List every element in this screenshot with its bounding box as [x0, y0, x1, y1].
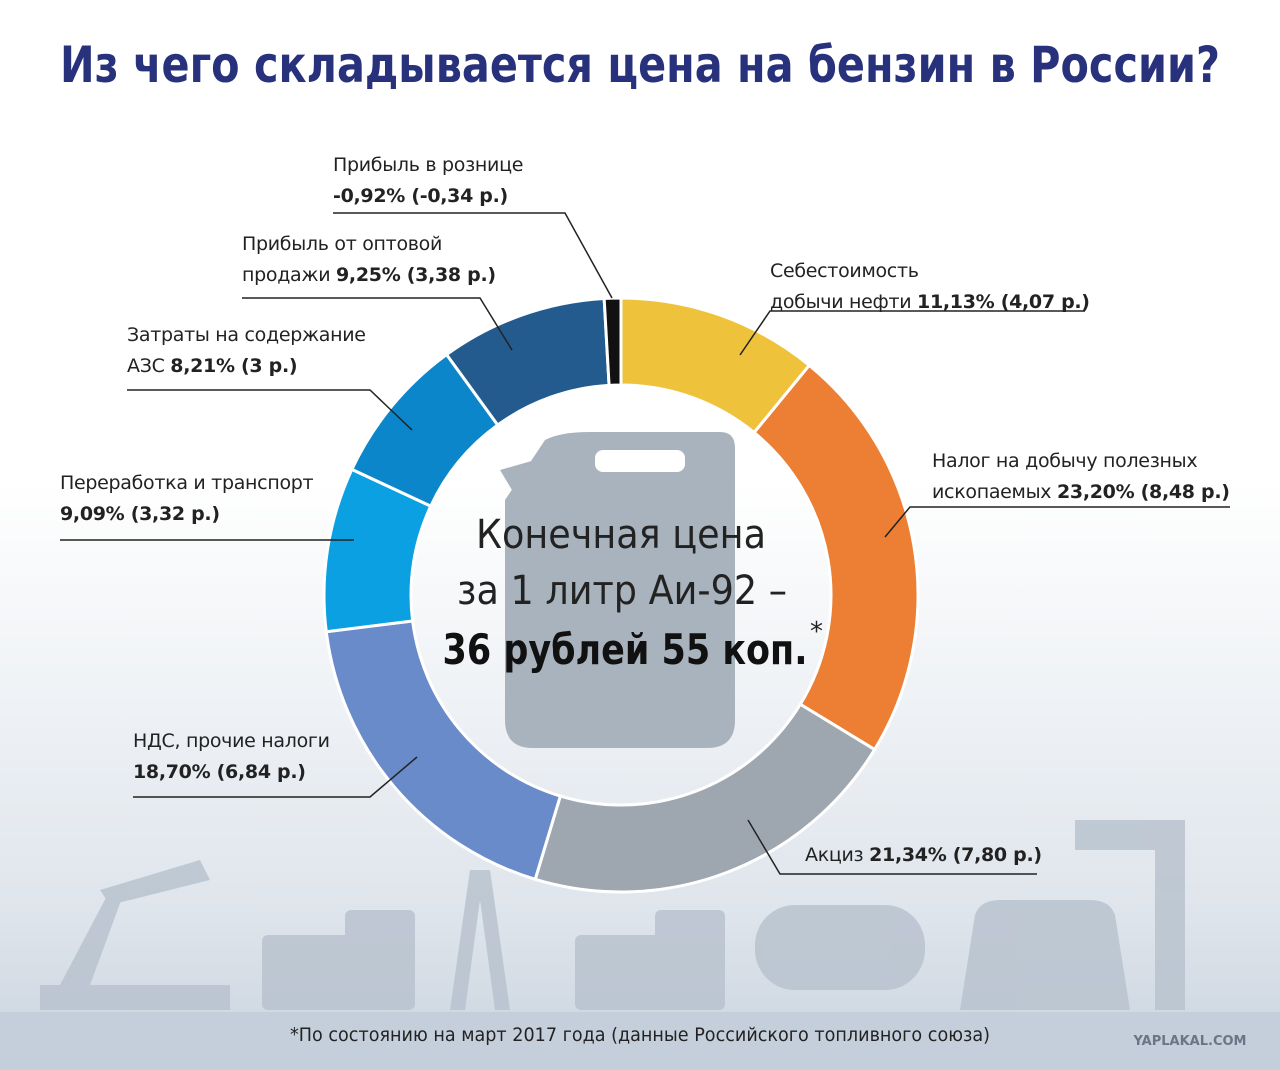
percent-label: 11,13% — [917, 291, 995, 313]
percent-label: 21,34% — [869, 844, 947, 866]
category-label: Затраты на содержание АЗС — [127, 324, 366, 377]
leader-line — [333, 212, 613, 299]
leader-line — [242, 297, 513, 351]
donut-slice — [602, 296, 623, 387]
asterisk: * — [810, 617, 823, 647]
category-label: Прибыль от оптовой продажи — [242, 233, 443, 286]
canister-icon — [500, 432, 735, 748]
leader-line — [747, 819, 1037, 875]
rub-label: (8,48 р.) — [1140, 481, 1230, 503]
rub-label: (3,32 р.) — [130, 503, 220, 525]
rub-label: (6,84 р.) — [216, 761, 306, 783]
rub-label: (3,38 р.) — [406, 264, 496, 286]
rub-label: (4,07 р.) — [1000, 291, 1090, 313]
slice-label: Налог на добычу полезных ископаемых 23,2… — [932, 446, 1230, 508]
category-label: Акциз — [805, 844, 864, 866]
footnote: *По состоянию на март 2017 года (данные … — [290, 1024, 990, 1046]
footer-band — [0, 1012, 1280, 1070]
center-price: 36 рублей 55 коп. — [443, 625, 808, 674]
rub-label: (3 р.) — [241, 355, 298, 377]
percent-label: 18,70% — [133, 761, 211, 783]
category-label: Себестоимость добычи нефти — [770, 260, 919, 313]
rub-label: (-0,34 р.) — [411, 185, 508, 207]
donut — [322, 296, 920, 894]
canister-handle — [595, 450, 685, 472]
category-label: Переработка и транспорт — [60, 472, 314, 494]
leader-line — [133, 756, 418, 798]
percent-label: 8,21% — [170, 355, 235, 377]
leader-line — [884, 506, 1230, 538]
background-silhouettes — [40, 820, 1185, 1010]
watermark: YAPLAKAL.COM — [1133, 1034, 1247, 1049]
percent-label: 9,09% — [60, 503, 125, 525]
percent-label: -0,92% — [333, 185, 406, 207]
center-text: за 1 литр Аи-92 – — [457, 568, 787, 614]
slice-label: Прибыль от оптовой продажи 9,25% (3,38 р… — [242, 229, 496, 291]
rub-label: (7,80 р.) — [952, 844, 1042, 866]
slice-label: Переработка и транспорт 9,09% (3,32 р.) — [60, 468, 314, 530]
percent-label: 23,20% — [1056, 481, 1135, 503]
slice-label: Затраты на содержание АЗС 8,21% (3 р.) — [127, 320, 366, 382]
slice-label: Прибыль в рознице -0,92% (-0,34 р.) — [333, 150, 523, 212]
percent-label: 9,25% — [336, 264, 401, 286]
donut-slice — [533, 702, 877, 894]
center-text: Конечная цена — [476, 512, 766, 558]
category-label: Прибыль в рознице — [333, 154, 524, 176]
category-label: НДС, прочие налоги — [133, 730, 330, 752]
category-label: Налог на добычу полезных ископаемых — [932, 450, 1198, 503]
chart-title: Из чего складывается цена на бензин в Ро… — [60, 36, 1220, 94]
slice-label: НДС, прочие налоги 18,70% (6,84 р.) — [133, 726, 330, 788]
slice-label: Себестоимость добычи нефти 11,13% (4,07 … — [770, 256, 1090, 318]
slice-label: Акциз 21,34% (7,80 р.) — [805, 840, 1042, 871]
leader-line — [739, 310, 1085, 356]
donut-slice — [752, 363, 920, 752]
leader-line — [127, 389, 413, 431]
